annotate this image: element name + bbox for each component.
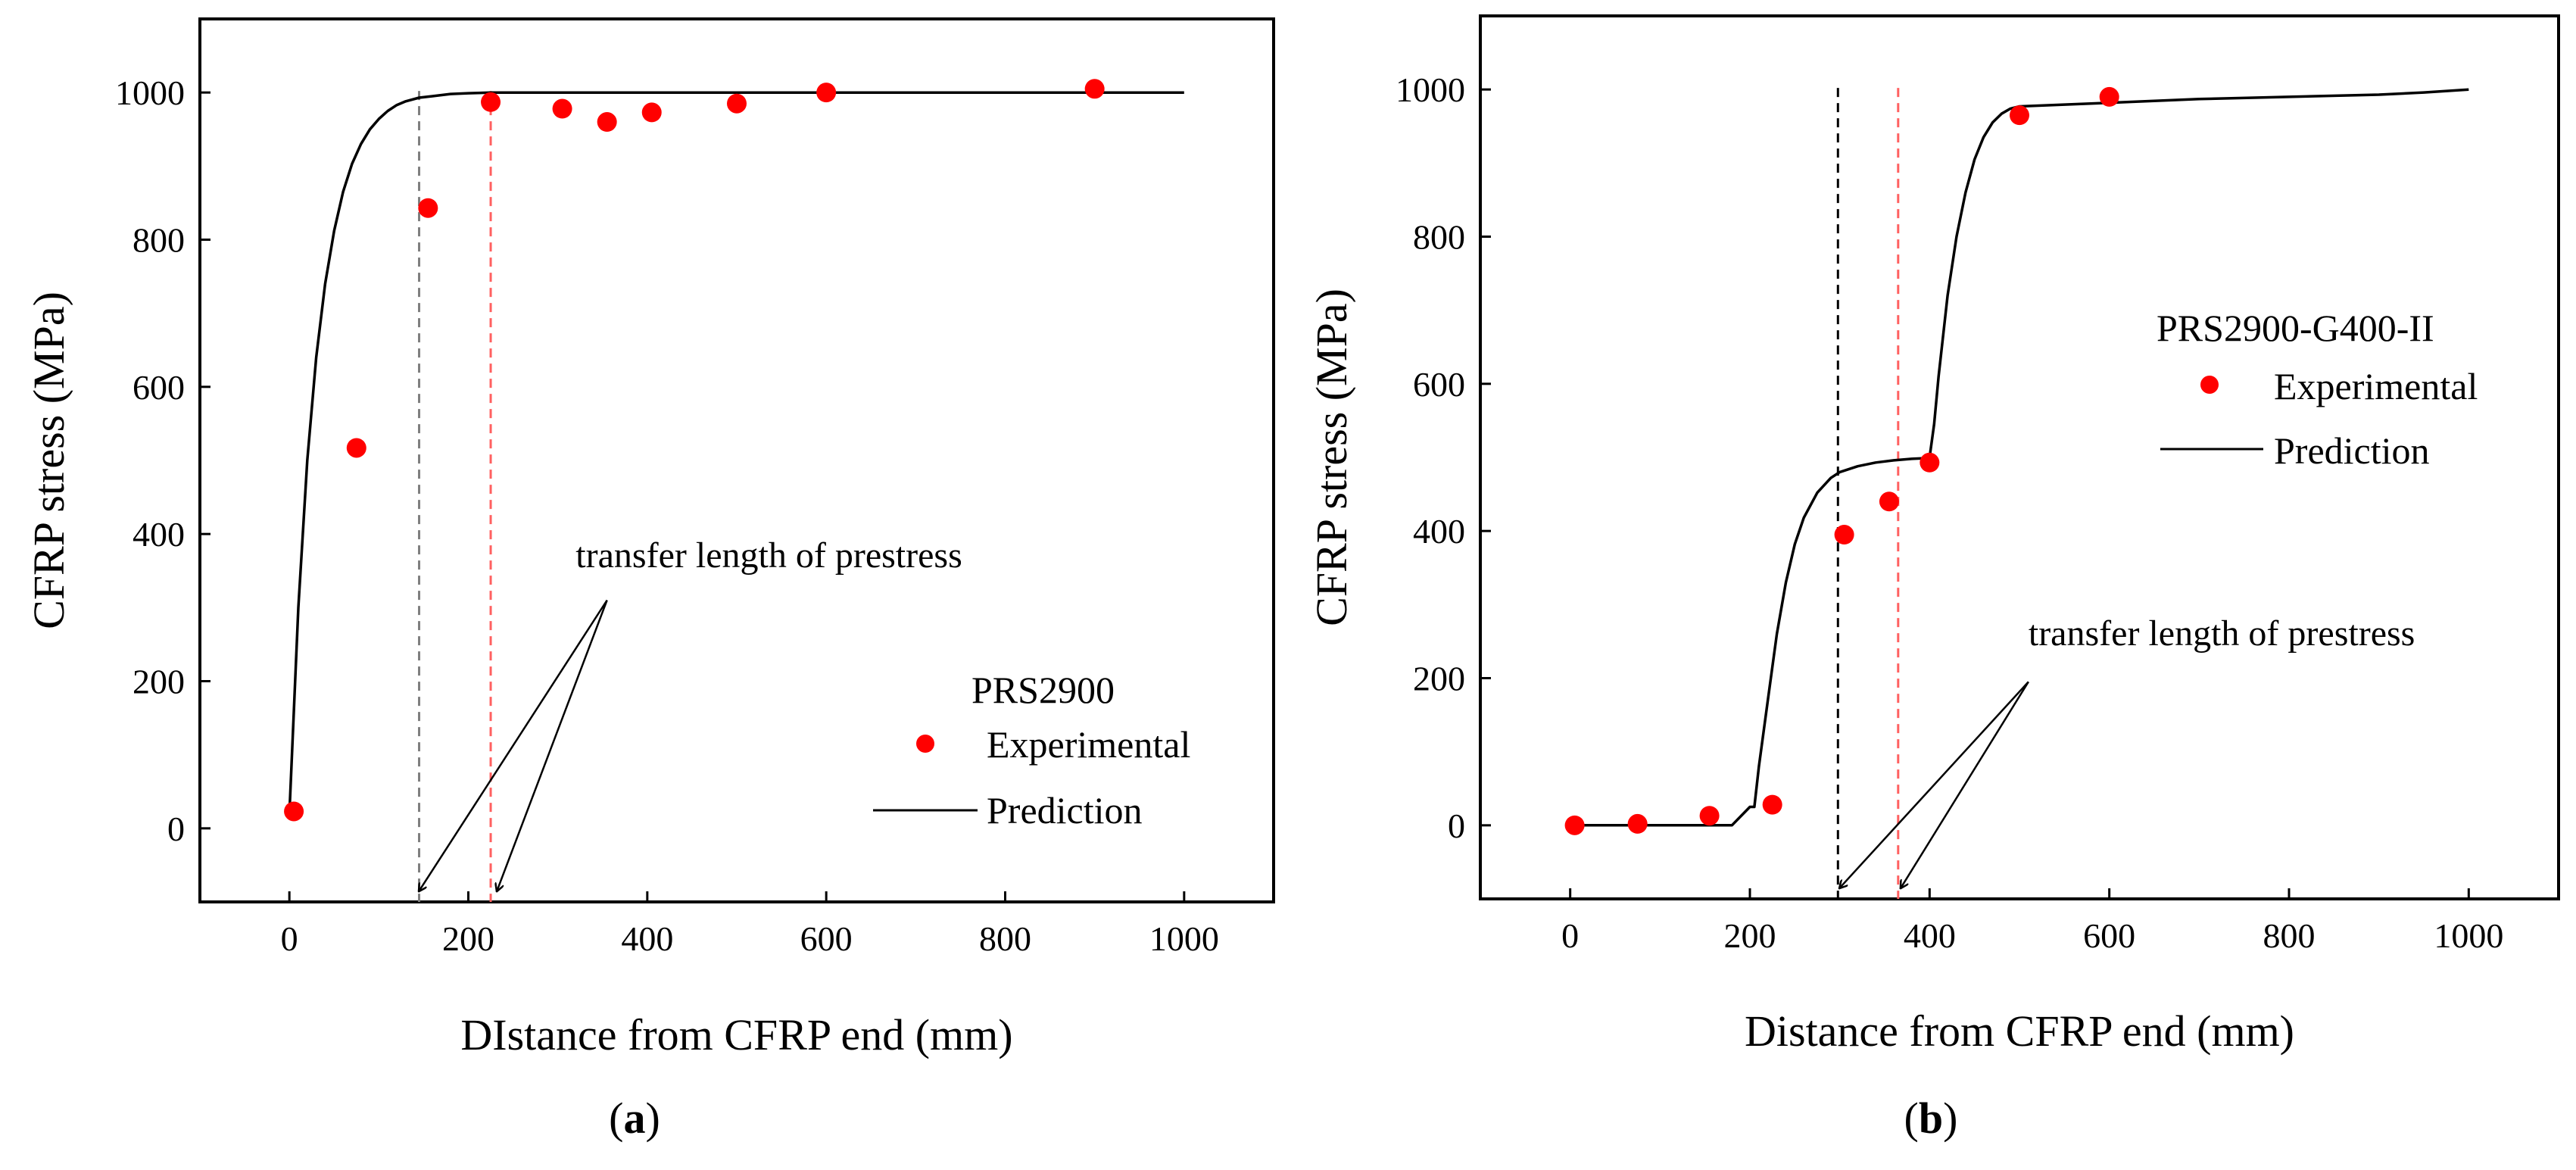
annotation-text: transfer length of prestress [575, 535, 962, 576]
legend-experimental-label-b: Experimental [2274, 365, 2478, 407]
x-axis-title-b: Distance from CFRP end (mm) [1745, 1006, 2294, 1056]
legend-title-b: PRS2900-G400-II [2157, 307, 2434, 349]
annotation-b: transfer length of prestress [1840, 613, 2415, 888]
annotation-arrow [1901, 681, 2029, 888]
y-tick-label: 200 [133, 663, 185, 701]
x-tick-label: 1000 [2434, 916, 2503, 955]
x-tick-label: 0 [1561, 916, 1579, 955]
prediction-line [288, 91, 1184, 814]
x-tick-label: 600 [800, 919, 853, 958]
experimental-point [1699, 806, 1720, 826]
experimental-point [641, 102, 662, 123]
experimental-point [727, 93, 747, 114]
legend-prediction-label-b: Prediction [2274, 429, 2430, 472]
legend-marker-experimental-a [916, 735, 934, 753]
experimental-point [2010, 105, 2029, 126]
y-tick-label: 800 [1413, 218, 1465, 257]
x-tick-label: 1000 [1149, 919, 1219, 958]
legend-marker-experimental-b [2200, 376, 2219, 394]
y-tick-label: 400 [1413, 512, 1465, 551]
panel-label-a: (a) [609, 1094, 660, 1143]
y-tick-label: 0 [1448, 807, 1465, 845]
y-ticks-b: 0 200 400 600 800 1000 [1396, 70, 1491, 845]
x-tick-label: 200 [442, 919, 494, 958]
panel-a: 0 200 400 600 800 1000 0 200 400 600 800 1000 tran… [24, 17, 1275, 1143]
y-tick-label: 600 [1413, 365, 1465, 404]
experimental-points-b [1564, 86, 2119, 835]
x-ticks-b: 0 200 400 600 800 1000 [1561, 888, 2503, 955]
x-tick-label: 400 [1904, 916, 1956, 955]
experimental-point [481, 92, 501, 112]
legend-prediction-label-a: Prediction [987, 789, 1143, 831]
y-tick-label: 1000 [1396, 70, 1465, 109]
experimental-point [284, 801, 304, 822]
y-tick-label: 1000 [115, 73, 185, 112]
panel-b: 0 200 400 600 800 1000 0 200 400 600 800 1000 tran… [1307, 14, 2560, 1143]
x-tick-label: 800 [2263, 916, 2316, 955]
annotation-text: transfer length of prestress [2029, 613, 2415, 654]
experimental-point [1762, 794, 1782, 815]
x-tick-label: 600 [2083, 916, 2135, 955]
x-axis-title-a: DIstance from CFRP end (mm) [460, 1010, 1012, 1059]
panel-label-b: (b) [1904, 1094, 1958, 1143]
experimental-point [1084, 79, 1105, 99]
annotation-arrow [419, 599, 608, 891]
experimental-point [816, 83, 837, 103]
y-tick-label: 600 [133, 368, 185, 407]
y-tick-label: 0 [167, 810, 185, 848]
prediction-line-group-a [288, 91, 1184, 814]
y-ticks-a: 0 200 400 600 800 1000 [115, 73, 211, 848]
experimental-point [346, 438, 366, 458]
legend-experimental-label-a: Experimental [987, 723, 1190, 766]
y-tick-label: 800 [133, 221, 185, 260]
experimental-point [1627, 813, 1648, 834]
x-tick-label: 200 [1724, 916, 1776, 955]
annotation-arrow [1840, 681, 2029, 888]
y-tick-label: 400 [133, 515, 185, 554]
x-tick-label: 0 [281, 919, 298, 958]
legend-b: PRS2900-G400-II Experimental Prediction [2157, 307, 2478, 472]
experimental-point [597, 112, 617, 133]
experimental-point [1834, 525, 1854, 545]
legend-title-a: PRS2900 [971, 669, 1115, 711]
legend-a: PRS2900 Experimental Prediction [873, 669, 1190, 831]
x-tick-label: 800 [979, 919, 1031, 958]
experimental-point [1879, 491, 1899, 512]
experimental-points-a [284, 79, 1105, 822]
y-axis-title-b: CFRP stress (MPa) [1307, 289, 1356, 626]
experimental-point [1920, 452, 1940, 473]
plot-frame-b [1479, 14, 2560, 900]
x-tick-label: 400 [621, 919, 673, 958]
annotation-arrow [497, 600, 608, 891]
y-axis-title-a: CFRP stress (MPa) [24, 292, 73, 629]
annotation-a: transfer length of prestress [419, 535, 962, 891]
plot-frame-a [198, 17, 1275, 903]
x-ticks-a: 0 200 400 600 800 1000 [281, 891, 1219, 958]
experimental-point [552, 98, 572, 119]
experimental-point [2099, 86, 2119, 107]
y-tick-label: 200 [1413, 660, 1465, 698]
experimental-point [1564, 815, 1585, 835]
experimental-point [418, 198, 438, 218]
